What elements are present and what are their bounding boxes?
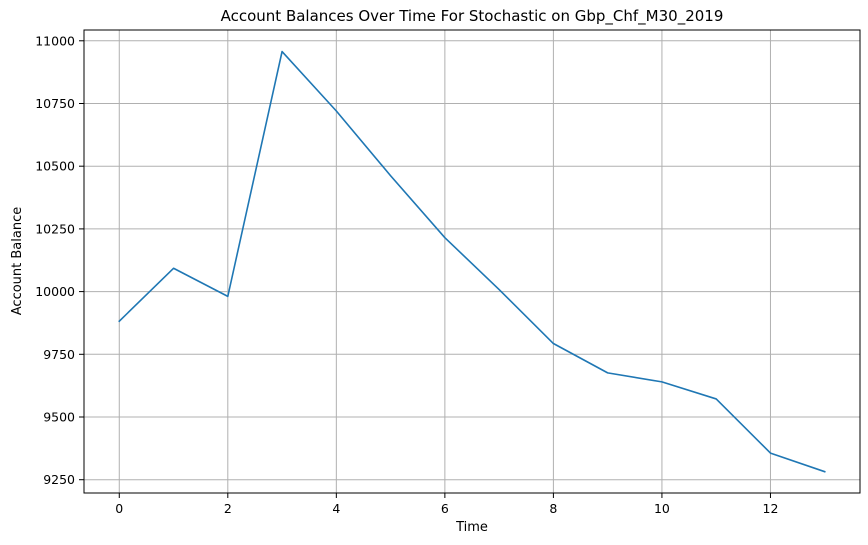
x-tick-label: 8 xyxy=(549,501,557,516)
x-tick-label: 4 xyxy=(332,501,340,516)
x-tick-label: 0 xyxy=(115,501,123,516)
y-tick-label: 10750 xyxy=(35,96,75,111)
y-tick-label: 9500 xyxy=(43,410,75,425)
x-tick-label: 6 xyxy=(441,501,449,516)
y-tick-label: 10250 xyxy=(35,221,75,236)
axis-ticks: 0 2 4 6 8 10 12 9250 9500 9750 10000 10250 10500 1075… xyxy=(35,33,778,516)
x-tick-label: 12 xyxy=(763,501,779,516)
grid-lines xyxy=(84,30,860,493)
y-axis-label: Account Balance xyxy=(10,207,25,315)
x-tick-label: 10 xyxy=(654,501,670,516)
x-tick-label: 2 xyxy=(224,501,232,516)
y-tick-label: 9750 xyxy=(43,347,75,362)
chart-title: Account Balances Over Time For Stochasti… xyxy=(221,7,724,26)
plot-frame xyxy=(83,29,861,494)
y-tick-label: 9250 xyxy=(43,472,75,487)
series-line xyxy=(118,50,826,473)
y-tick-label: 11000 xyxy=(35,33,75,48)
y-tick-label: 10500 xyxy=(35,159,75,174)
y-tick-label: 10000 xyxy=(35,284,75,299)
x-axis-label: Time xyxy=(455,520,488,535)
series-layer xyxy=(118,50,826,473)
